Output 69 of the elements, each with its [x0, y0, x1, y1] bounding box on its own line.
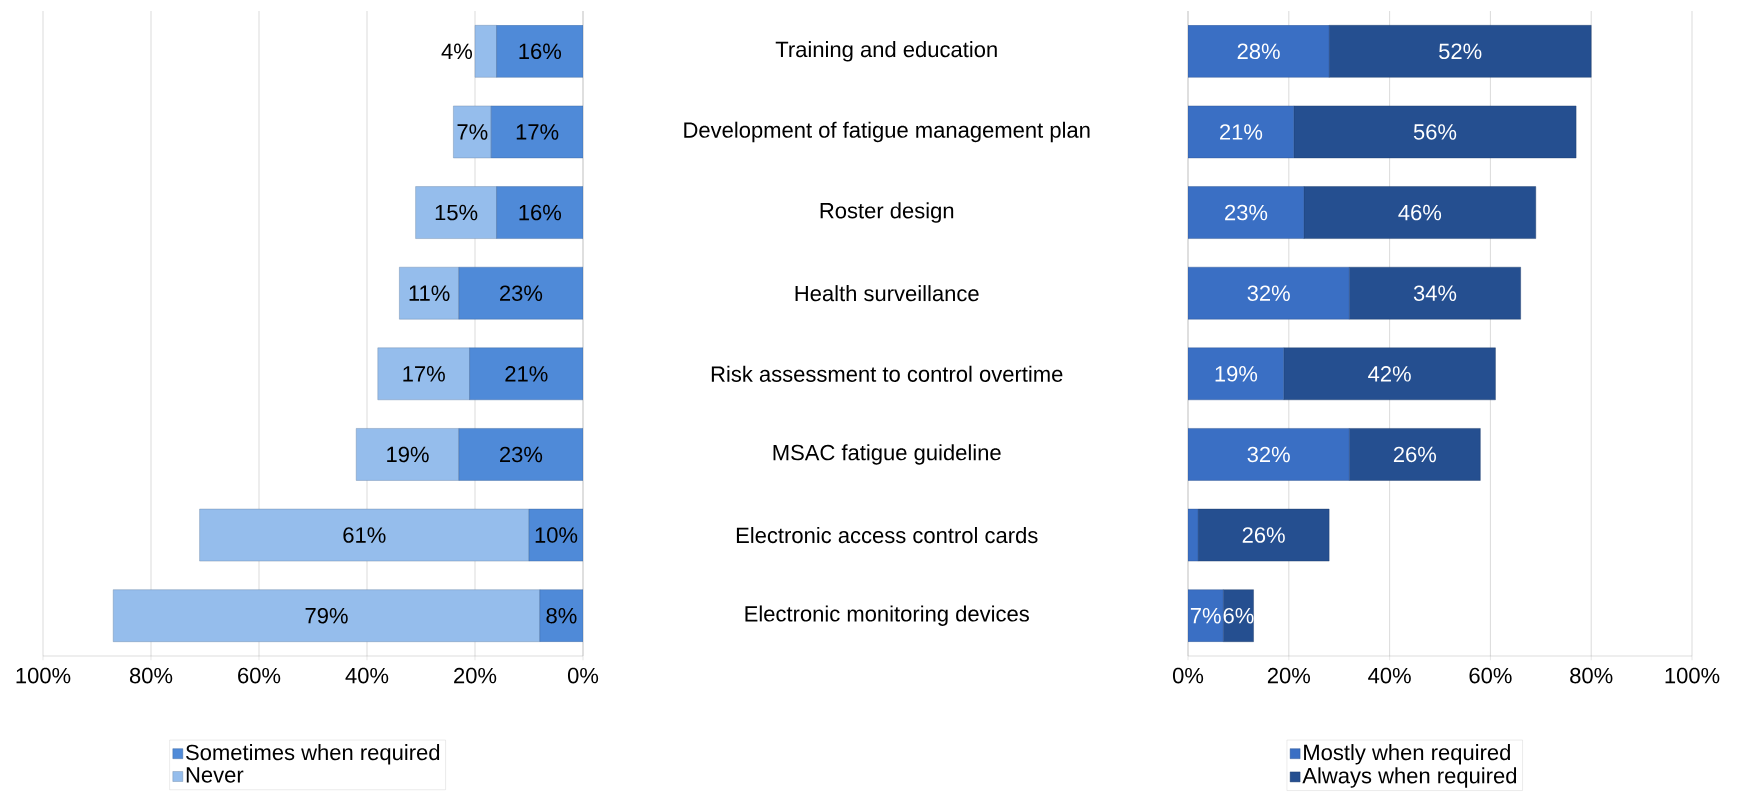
x-tick-label: 40% [345, 667, 389, 684]
x-tick-label: 40% [1368, 667, 1411, 684]
data-label: 23% [500, 285, 543, 301]
data-label: 32% [1247, 446, 1290, 463]
bar [453, 105, 492, 159]
data-label: 16% [519, 43, 562, 60]
data-label: 28% [1237, 43, 1280, 60]
data-label: 52% [1439, 43, 1482, 60]
data-label: 79% [305, 607, 348, 624]
y-tick-label: Roster design [820, 202, 954, 223]
legend-label: Sometimes when required [186, 744, 440, 765]
legend-label: Always when required [1302, 767, 1517, 788]
data-label: 6% [1223, 607, 1254, 624]
x-tick-label: 60% [238, 667, 281, 684]
data-label: 10% [535, 527, 578, 543]
data-label: 26% [1393, 446, 1437, 463]
x-tick-label: 80% [1570, 667, 1613, 684]
bar [496, 25, 583, 78]
data-label: 7% [1190, 607, 1221, 624]
y-tick-label: Development of fatigue management plan [684, 121, 1090, 143]
bar [356, 428, 459, 481]
data-label: 19% [1215, 366, 1258, 382]
bar [415, 186, 497, 239]
data-label: 16% [519, 204, 562, 221]
bar [458, 428, 583, 481]
data-label: 21% [505, 366, 548, 382]
bar [474, 25, 497, 78]
bar [496, 186, 583, 239]
data-label: 61% [343, 527, 386, 543]
bar [199, 508, 530, 562]
data-label: 42% [1368, 366, 1411, 382]
legend-label: Never [186, 767, 244, 783]
bar [458, 266, 583, 320]
x-tick-label: 20% [454, 667, 497, 684]
legend-label: Mostly when required [1304, 744, 1510, 765]
data-label: 7% [457, 124, 488, 140]
data-label: 21% [1220, 124, 1263, 140]
bar [491, 105, 583, 159]
data-label: 23% [500, 446, 543, 463]
bar [469, 347, 583, 401]
data-label: 26% [1242, 527, 1285, 543]
y-tick-label: MSAC fatigue guideline [773, 444, 1001, 465]
x-tick-label: 60% [1469, 667, 1512, 684]
x-tick-label: 100% [1665, 667, 1720, 684]
data-label: 17% [516, 124, 559, 140]
data-label: 34% [1413, 285, 1457, 301]
data-label: 17% [403, 366, 445, 382]
y-tick-label: Electronic monitoring devices [745, 605, 1029, 626]
bar [113, 589, 540, 642]
y-tick-label: Risk assessment to control overtime [711, 365, 1063, 382]
x-tick-label: 0% [567, 667, 599, 684]
data-label: 15% [435, 204, 478, 221]
x-tick-label: 100% [16, 667, 71, 684]
y-tick-label: Electronic access control cards [736, 526, 1038, 544]
data-label: 4% [441, 43, 473, 59]
data-label: 32% [1247, 285, 1290, 301]
y-tick-label: Training and education [775, 41, 997, 62]
bar [377, 347, 470, 401]
data-label: 56% [1413, 124, 1457, 140]
x-tick-label: 80% [129, 667, 173, 684]
data-label: 19% [387, 446, 429, 463]
data-label: 23% [1225, 204, 1268, 221]
data-label: 11% [409, 285, 450, 301]
y-tick-label: Health surveillance [795, 285, 979, 302]
data-label: 8% [546, 607, 577, 624]
x-tick-label: 20% [1267, 667, 1311, 684]
bar [399, 266, 459, 320]
data-label: 46% [1398, 204, 1442, 221]
x-tick-label: 0% [1172, 667, 1204, 684]
